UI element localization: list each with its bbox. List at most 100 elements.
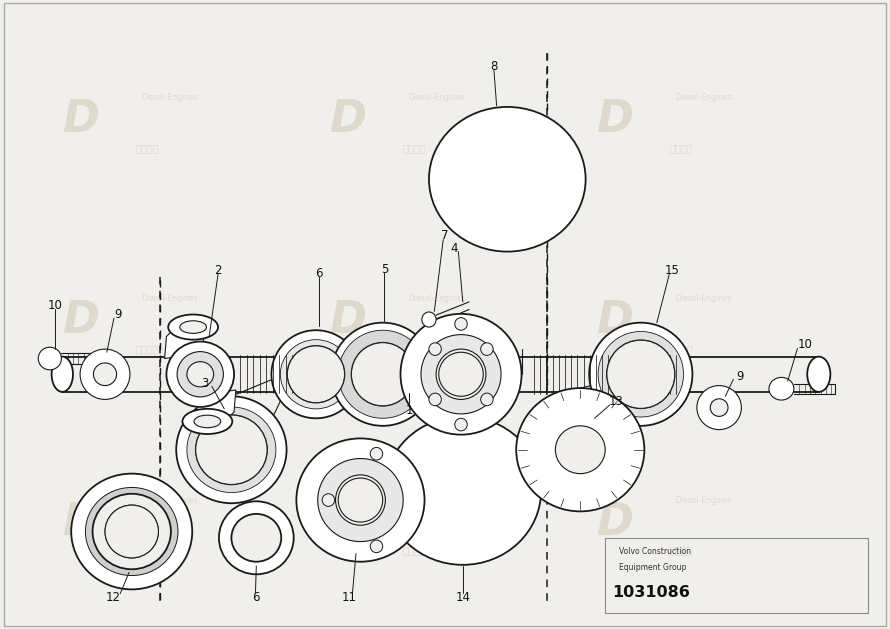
Ellipse shape bbox=[38, 347, 61, 370]
Ellipse shape bbox=[338, 478, 383, 522]
Ellipse shape bbox=[336, 475, 385, 525]
Ellipse shape bbox=[187, 362, 214, 387]
Ellipse shape bbox=[93, 494, 171, 569]
Ellipse shape bbox=[429, 107, 586, 252]
Ellipse shape bbox=[271, 330, 360, 418]
Ellipse shape bbox=[352, 343, 414, 406]
Text: 14: 14 bbox=[456, 591, 470, 604]
Ellipse shape bbox=[607, 340, 675, 408]
Ellipse shape bbox=[455, 318, 467, 330]
Text: 紫发动力: 紫发动力 bbox=[135, 545, 158, 555]
Text: Diesel-Engines: Diesel-Engines bbox=[141, 496, 198, 504]
Text: 1031086: 1031086 bbox=[612, 585, 690, 600]
Ellipse shape bbox=[105, 505, 158, 558]
Text: Diesel-Engines: Diesel-Engines bbox=[408, 294, 465, 303]
Ellipse shape bbox=[697, 386, 741, 430]
Text: Diesel-Engines: Diesel-Engines bbox=[141, 93, 198, 102]
Ellipse shape bbox=[807, 357, 830, 392]
Text: D: D bbox=[328, 299, 366, 342]
Text: 5: 5 bbox=[381, 263, 388, 276]
Ellipse shape bbox=[400, 314, 522, 435]
Text: 6: 6 bbox=[252, 591, 259, 604]
Text: 9: 9 bbox=[737, 370, 744, 382]
Polygon shape bbox=[165, 318, 205, 359]
Ellipse shape bbox=[287, 346, 344, 403]
Ellipse shape bbox=[607, 340, 675, 408]
Ellipse shape bbox=[769, 377, 794, 400]
Text: 8: 8 bbox=[490, 60, 498, 72]
Ellipse shape bbox=[481, 393, 493, 406]
Ellipse shape bbox=[194, 415, 221, 428]
Ellipse shape bbox=[589, 323, 692, 426]
Text: D: D bbox=[595, 98, 633, 141]
Text: 10: 10 bbox=[48, 299, 62, 312]
Text: D: D bbox=[61, 98, 99, 141]
Text: 紫发动力: 紫发动力 bbox=[135, 344, 158, 354]
Ellipse shape bbox=[439, 352, 483, 396]
Text: 15: 15 bbox=[665, 264, 679, 277]
Text: 3: 3 bbox=[201, 377, 208, 390]
Ellipse shape bbox=[231, 514, 281, 562]
Text: 4: 4 bbox=[450, 242, 457, 255]
Ellipse shape bbox=[318, 459, 403, 542]
Ellipse shape bbox=[516, 388, 644, 511]
Ellipse shape bbox=[555, 426, 605, 474]
Text: D: D bbox=[595, 501, 633, 543]
Bar bbox=[605, 538, 868, 613]
Text: 紫发动力: 紫发动力 bbox=[669, 545, 692, 555]
Text: 紫发动力: 紫发动力 bbox=[402, 545, 425, 555]
Ellipse shape bbox=[176, 396, 287, 503]
Ellipse shape bbox=[370, 540, 383, 553]
Ellipse shape bbox=[80, 349, 130, 399]
Ellipse shape bbox=[280, 340, 352, 409]
Text: D: D bbox=[328, 98, 366, 141]
Ellipse shape bbox=[177, 352, 223, 397]
Ellipse shape bbox=[219, 501, 294, 574]
Text: D: D bbox=[61, 501, 99, 543]
Ellipse shape bbox=[370, 447, 383, 460]
Ellipse shape bbox=[105, 505, 158, 558]
Ellipse shape bbox=[85, 487, 178, 576]
Text: 9: 9 bbox=[115, 308, 122, 321]
Ellipse shape bbox=[93, 363, 117, 386]
Text: 紫发动力: 紫发动力 bbox=[669, 143, 692, 153]
Ellipse shape bbox=[71, 474, 192, 589]
Ellipse shape bbox=[196, 415, 267, 484]
Text: D: D bbox=[328, 501, 366, 543]
Text: Volvo Construction: Volvo Construction bbox=[619, 547, 691, 556]
Polygon shape bbox=[196, 390, 236, 431]
Text: D: D bbox=[595, 299, 633, 342]
Text: 紫发动力: 紫发动力 bbox=[669, 344, 692, 354]
Ellipse shape bbox=[421, 335, 501, 414]
Ellipse shape bbox=[598, 331, 684, 417]
Text: 紫发动力: 紫发动力 bbox=[135, 143, 158, 153]
Text: 2: 2 bbox=[214, 264, 222, 277]
Ellipse shape bbox=[429, 343, 441, 355]
Ellipse shape bbox=[187, 407, 276, 493]
Ellipse shape bbox=[168, 314, 218, 340]
Text: Diesel-Engines: Diesel-Engines bbox=[675, 496, 732, 504]
Ellipse shape bbox=[296, 438, 425, 562]
Text: 紫发动力: 紫发动力 bbox=[402, 143, 425, 153]
Ellipse shape bbox=[52, 357, 73, 392]
Text: 10: 10 bbox=[798, 338, 813, 351]
Ellipse shape bbox=[166, 342, 234, 407]
Ellipse shape bbox=[384, 416, 541, 565]
Ellipse shape bbox=[338, 330, 427, 418]
Text: Diesel-Engines: Diesel-Engines bbox=[675, 294, 732, 303]
Text: 紫发动力: 紫发动力 bbox=[402, 344, 425, 354]
Text: D: D bbox=[61, 299, 99, 342]
Ellipse shape bbox=[287, 346, 344, 403]
Text: 1: 1 bbox=[406, 404, 413, 416]
Ellipse shape bbox=[182, 409, 232, 434]
Ellipse shape bbox=[322, 494, 335, 506]
Text: 11: 11 bbox=[342, 591, 356, 604]
Ellipse shape bbox=[331, 323, 434, 426]
Ellipse shape bbox=[352, 343, 414, 406]
Ellipse shape bbox=[196, 415, 267, 484]
Ellipse shape bbox=[429, 393, 441, 406]
Ellipse shape bbox=[180, 321, 206, 333]
Ellipse shape bbox=[455, 418, 467, 431]
Text: Diesel-Engines: Diesel-Engines bbox=[408, 496, 465, 504]
Text: 6: 6 bbox=[315, 267, 322, 280]
